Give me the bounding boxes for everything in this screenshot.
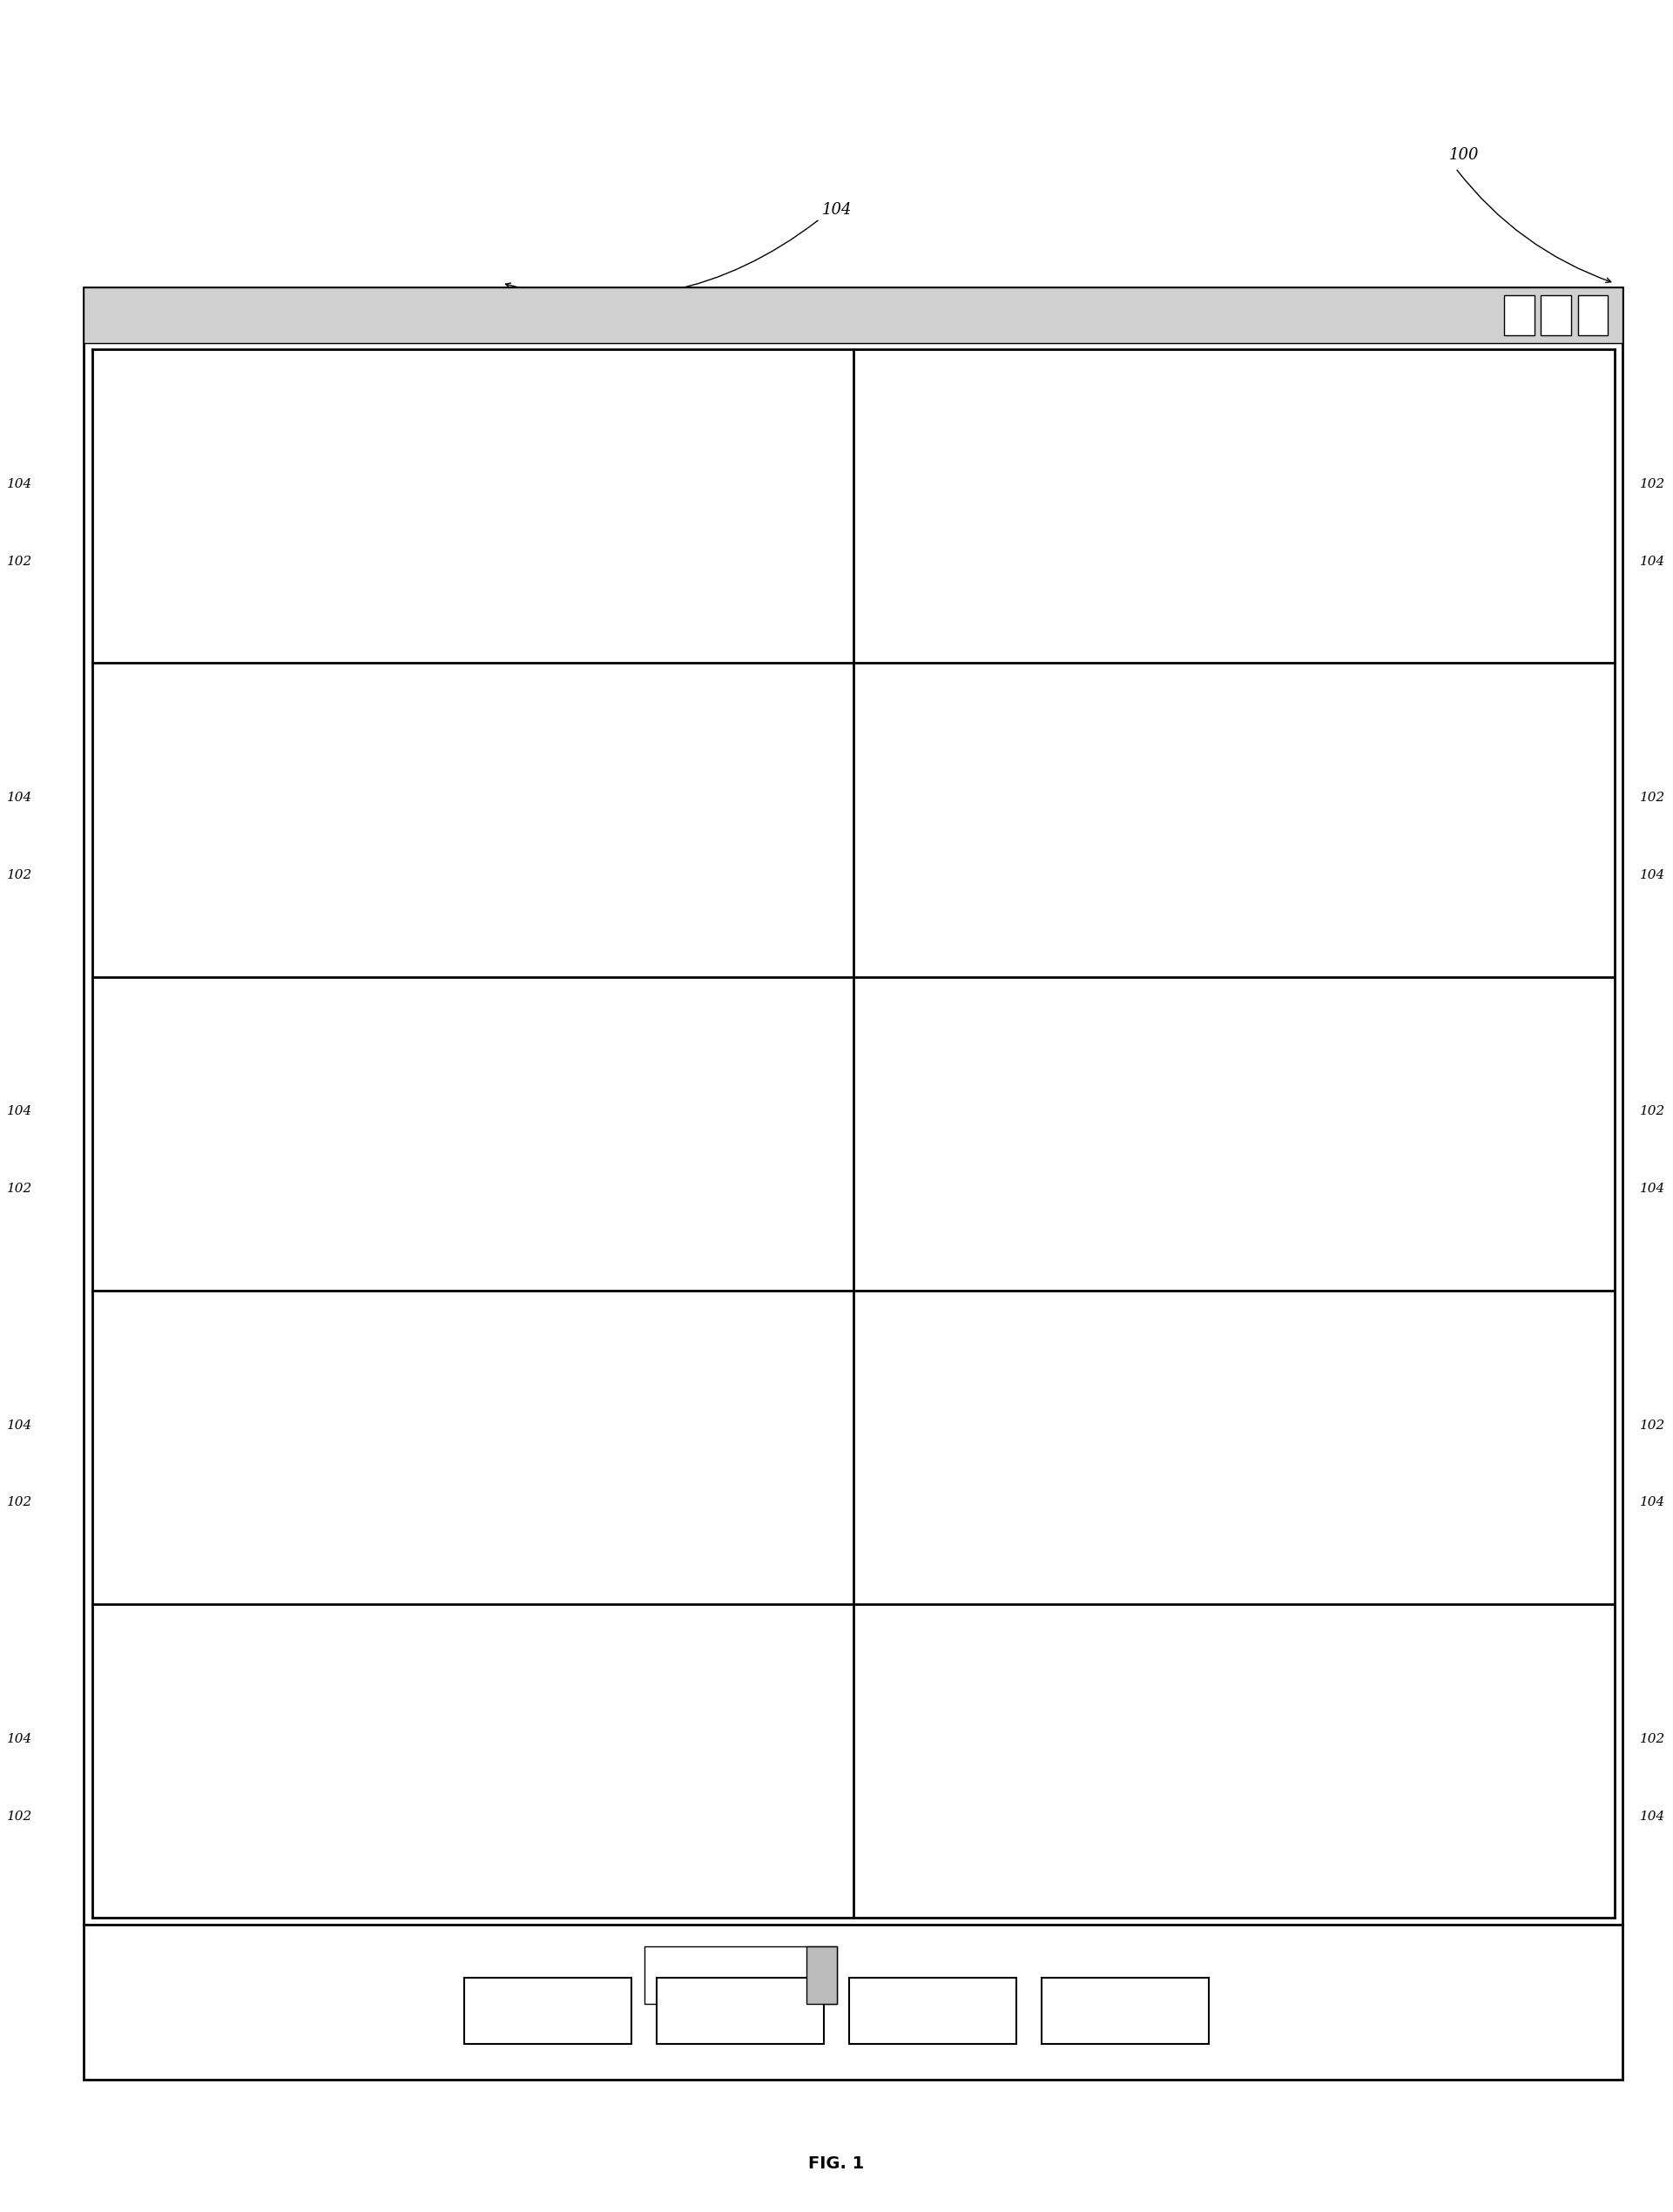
Y-axis label: (# of Pairs): (# of Pairs) xyxy=(790,1411,798,1458)
Text: 104: 104 xyxy=(7,792,33,803)
Text: -: - xyxy=(1517,312,1521,319)
Text: Apply: Apply xyxy=(721,2004,760,2017)
Y-axis label: Semivariogra: Semivariogra xyxy=(136,1093,144,1150)
Title: Horizontal variogram (deg: 72.0): Horizontal variogram (deg: 72.0) xyxy=(380,1002,550,1013)
Text: 100: 100 xyxy=(1449,146,1479,164)
Y-axis label: (# of Pairs): (# of Pairs) xyxy=(790,783,798,832)
X-axis label: Lag Distance: Lag Distance xyxy=(433,1248,497,1256)
Text: FIG. 1: FIG. 1 xyxy=(808,2154,865,2172)
Y-axis label: Semivariogra: Semivariogra xyxy=(136,465,144,522)
Y-axis label: (# of Pairs): (# of Pairs) xyxy=(1551,783,1559,832)
Y-axis label: Semivariogra: Semivariogra xyxy=(136,779,144,836)
Title: Horizontal variogram (deg: 18.0): Horizontal variogram (deg: 18.0) xyxy=(1141,374,1312,387)
Text: Cancel: Cancel xyxy=(910,2004,955,2017)
Text: 104: 104 xyxy=(7,1106,33,1117)
Y-axis label: (# of Pairs): (# of Pairs) xyxy=(790,1097,798,1146)
Text: Help: Help xyxy=(1109,2004,1141,2017)
Y-axis label: Semivariogra: Semivariogra xyxy=(136,1407,144,1462)
X-axis label: Lag Distance: Lag Distance xyxy=(433,1874,497,1882)
Text: 102: 102 xyxy=(7,1498,33,1509)
Text: 102: 102 xyxy=(1640,1732,1666,1745)
Title: Horizontal variogram (deg: 126.0): Horizontal variogram (deg: 126.0) xyxy=(1138,1316,1313,1327)
Text: Type:: Type: xyxy=(592,1969,627,1982)
Text: 104: 104 xyxy=(7,478,33,491)
Y-axis label: (# of Pairs): (# of Pairs) xyxy=(790,469,798,518)
X-axis label: Lag Distance: Lag Distance xyxy=(433,619,497,628)
Text: 104: 104 xyxy=(1640,1809,1666,1823)
Text: 102: 102 xyxy=(1640,478,1666,491)
Text: 104: 104 xyxy=(7,1732,33,1745)
Title: Horizontal variogram (deg: 0.0): Horizontal variogram (deg: 0.0) xyxy=(383,374,547,387)
X-axis label: Lag Distance: Lag Distance xyxy=(433,1559,497,1568)
Y-axis label: (# of Pairs): (# of Pairs) xyxy=(1551,1097,1559,1146)
X-axis label: Lag Distance: Lag Distance xyxy=(1195,1248,1258,1256)
X-axis label: Lag Distance: Lag Distance xyxy=(1195,1874,1258,1882)
Y-axis label: Semivariogra: Semivariogra xyxy=(897,779,905,836)
Text: X: X xyxy=(1589,312,1596,319)
X-axis label: Lag Distance: Lag Distance xyxy=(1195,619,1258,628)
Text: 102: 102 xyxy=(7,1809,33,1823)
Text: 102: 102 xyxy=(7,869,33,880)
Text: 102: 102 xyxy=(7,1183,33,1194)
Text: 104: 104 xyxy=(1640,1183,1666,1194)
Text: □: □ xyxy=(1551,312,1561,319)
Title: Horizontal variogram (deg: 162.0): Horizontal variogram (deg: 162.0) xyxy=(1138,1630,1313,1641)
Text: 104: 104 xyxy=(7,1420,33,1431)
Text: 102: 102 xyxy=(1640,792,1666,803)
Text: OK: OK xyxy=(539,2004,557,2017)
Y-axis label: Semivariogra: Semivariogra xyxy=(897,1407,905,1462)
X-axis label: Lag Distance: Lag Distance xyxy=(1195,1559,1258,1568)
X-axis label: Lag Distance: Lag Distance xyxy=(1195,933,1258,942)
Title: Horizontal variogram (deg: 144.0): Horizontal variogram (deg: 144.0) xyxy=(376,1630,552,1641)
Title: Horizontal variogram (deg: 36.0): Horizontal variogram (deg: 36.0) xyxy=(380,688,550,699)
X-axis label: Lag Distance: Lag Distance xyxy=(433,933,497,942)
Text: 102: 102 xyxy=(7,555,33,568)
Text: 104: 104 xyxy=(821,201,852,219)
Y-axis label: (# of Pairs): (# of Pairs) xyxy=(1551,469,1559,518)
Text: 104: 104 xyxy=(1640,555,1666,568)
Y-axis label: Semivariogra: Semivariogra xyxy=(897,1721,905,1776)
Y-axis label: (# of Pairs): (# of Pairs) xyxy=(1551,1411,1559,1458)
Y-axis label: Semivariogra: Semivariogra xyxy=(136,1721,144,1776)
Title: Horizontal variogram (deg: 54.0): Horizontal variogram (deg: 54.0) xyxy=(1141,688,1312,699)
Text: ▼: ▼ xyxy=(818,1971,825,1980)
Text: 102: 102 xyxy=(1640,1420,1666,1431)
Y-axis label: Semivariogra: Semivariogra xyxy=(897,1093,905,1150)
Text: 102: 102 xyxy=(1640,1106,1666,1117)
Y-axis label: (# of Pairs): (# of Pairs) xyxy=(1551,1725,1559,1772)
Y-axis label: Semivariogra: Semivariogra xyxy=(897,465,905,522)
Text: 104: 104 xyxy=(1640,869,1666,880)
Text: 104: 104 xyxy=(1640,1498,1666,1509)
Y-axis label: (# of Pairs): (# of Pairs) xyxy=(790,1725,798,1772)
Text: Spherical: Spherical xyxy=(696,1969,753,1982)
Title: Horizontal variogram (deg: 108.0): Horizontal variogram (deg: 108.0) xyxy=(376,1316,552,1327)
Title: Horizontal variogram (deg: 90.0): Horizontal variogram (deg: 90.0) xyxy=(1141,1002,1312,1013)
